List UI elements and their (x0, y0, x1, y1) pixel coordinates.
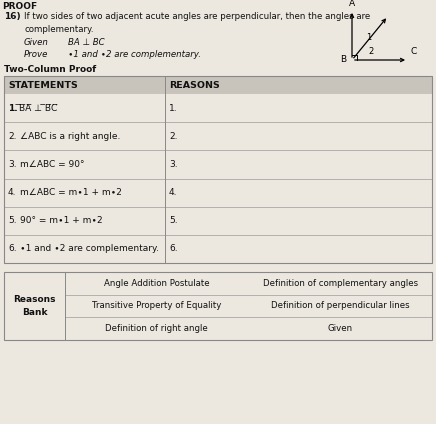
Text: Definition of right angle: Definition of right angle (106, 324, 208, 333)
Text: Two-Column Proof: Two-Column Proof (4, 65, 96, 74)
Text: B: B (340, 55, 346, 64)
Text: 2.: 2. (169, 132, 177, 141)
Text: Definition of complementary angles: Definition of complementary angles (262, 279, 418, 288)
Text: m∠ABC = m∙1 + m∙2: m∠ABC = m∙1 + m∙2 (20, 188, 122, 197)
Text: Angle Addition Postulate: Angle Addition Postulate (104, 279, 210, 288)
Text: Prove: Prove (24, 50, 48, 59)
Text: BA ⊥ BC: BA ⊥ BC (68, 38, 105, 47)
Text: ∙1 and ∙2 are complementary.: ∙1 and ∙2 are complementary. (20, 244, 159, 254)
Text: Given: Given (328, 324, 353, 333)
Bar (4, 272, 432, 340)
Text: 5.: 5. (169, 216, 177, 225)
Text: A: A (349, 0, 355, 8)
Text: If two sides of two adjacent acute angles are perpendicular, then the angles are: If two sides of two adjacent acute angle… (24, 12, 370, 33)
Bar (4, 76, 432, 94)
Text: 2: 2 (368, 47, 373, 56)
Text: 16): 16) (4, 12, 20, 21)
Text: 6.: 6. (169, 244, 177, 254)
Text: Reasons
Bank: Reasons Bank (13, 295, 56, 317)
Text: 6.: 6. (8, 244, 17, 254)
Text: 4.: 4. (8, 188, 17, 197)
Text: C: C (410, 47, 416, 56)
Text: PROOF: PROOF (2, 2, 37, 11)
Text: Given: Given (24, 38, 49, 47)
Text: 2.: 2. (8, 132, 17, 141)
Text: ∠ABC is a right angle.: ∠ABC is a right angle. (20, 132, 120, 141)
Text: STATEMENTS: STATEMENTS (8, 81, 78, 89)
Text: ̅B̅A̅ ⊥ ̅B̅C̅: ̅B̅A̅ ⊥ ̅B̅C̅ (20, 103, 58, 113)
Text: 5.: 5. (8, 216, 17, 225)
Text: Definition of perpendicular lines: Definition of perpendicular lines (271, 301, 409, 310)
Text: 1: 1 (366, 33, 371, 42)
Text: 1.: 1. (8, 103, 17, 113)
Text: Transitive Property of Equality: Transitive Property of Equality (92, 301, 221, 310)
Text: 3.: 3. (169, 160, 177, 169)
Bar (4, 76, 432, 263)
Text: m∠ABC = 90°: m∠ABC = 90° (20, 160, 85, 169)
Text: 4.: 4. (169, 188, 177, 197)
Text: REASONS: REASONS (169, 81, 220, 89)
Text: ∙1 and ∙2 are complementary.: ∙1 and ∙2 are complementary. (68, 50, 201, 59)
Text: 3.: 3. (8, 160, 17, 169)
Text: 1.: 1. (169, 103, 177, 113)
Text: 90° = m∙1 + m∙2: 90° = m∙1 + m∙2 (20, 216, 102, 225)
